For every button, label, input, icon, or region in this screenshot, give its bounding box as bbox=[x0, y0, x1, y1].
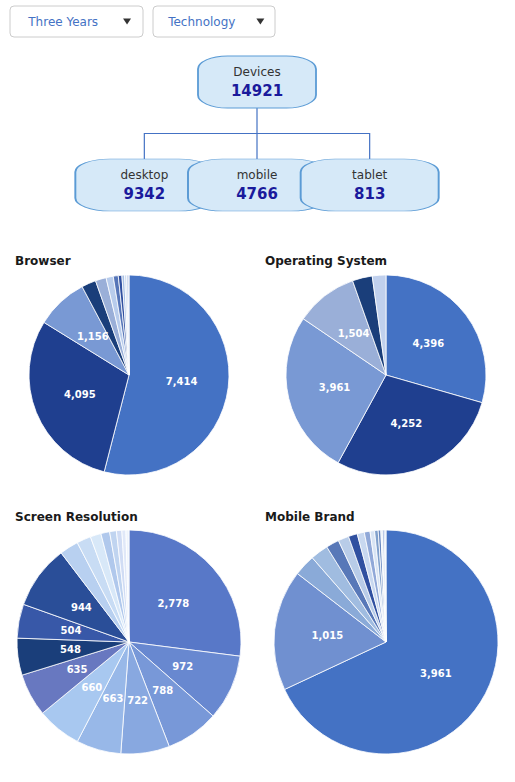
svg-text:14921: 14921 bbox=[231, 82, 283, 100]
svg-text:660: 660 bbox=[81, 682, 102, 693]
svg-text:3,961: 3,961 bbox=[420, 668, 452, 679]
svg-text:4,095: 4,095 bbox=[64, 389, 96, 400]
svg-text:1,156: 1,156 bbox=[77, 331, 109, 342]
svg-text:Devices: Devices bbox=[233, 65, 280, 79]
svg-text:972: 972 bbox=[172, 661, 193, 672]
svg-text:desktop: desktop bbox=[120, 168, 168, 182]
svg-text:4,396: 4,396 bbox=[413, 338, 445, 349]
svg-text:9342: 9342 bbox=[123, 185, 165, 203]
svg-text:4766: 4766 bbox=[236, 185, 278, 203]
svg-text:504: 504 bbox=[61, 625, 82, 636]
svg-text:635: 635 bbox=[67, 664, 88, 675]
svg-text:4,252: 4,252 bbox=[391, 418, 423, 429]
svg-text:722: 722 bbox=[127, 695, 148, 706]
svg-text:Browser: Browser bbox=[15, 254, 71, 268]
svg-text:1,015: 1,015 bbox=[312, 630, 344, 641]
svg-text:2,778: 2,778 bbox=[157, 598, 189, 609]
svg-text:813: 813 bbox=[354, 185, 385, 203]
svg-text:Three Years: Three Years bbox=[27, 15, 98, 29]
svg-text:944: 944 bbox=[71, 602, 92, 613]
svg-text:Screen Resolution: Screen Resolution bbox=[15, 510, 138, 524]
svg-text:7,414: 7,414 bbox=[166, 376, 198, 387]
svg-text:Technology: Technology bbox=[167, 15, 235, 29]
svg-text:mobile: mobile bbox=[237, 168, 278, 182]
svg-text:663: 663 bbox=[102, 693, 123, 704]
svg-text:788: 788 bbox=[152, 685, 173, 696]
svg-text:548: 548 bbox=[60, 644, 81, 655]
svg-text:3,961: 3,961 bbox=[319, 382, 351, 393]
svg-text:1,504: 1,504 bbox=[338, 328, 370, 339]
svg-text:Mobile Brand: Mobile Brand bbox=[265, 510, 355, 524]
svg-text:tablet: tablet bbox=[352, 168, 387, 182]
svg-text:Operating System: Operating System bbox=[265, 254, 387, 268]
